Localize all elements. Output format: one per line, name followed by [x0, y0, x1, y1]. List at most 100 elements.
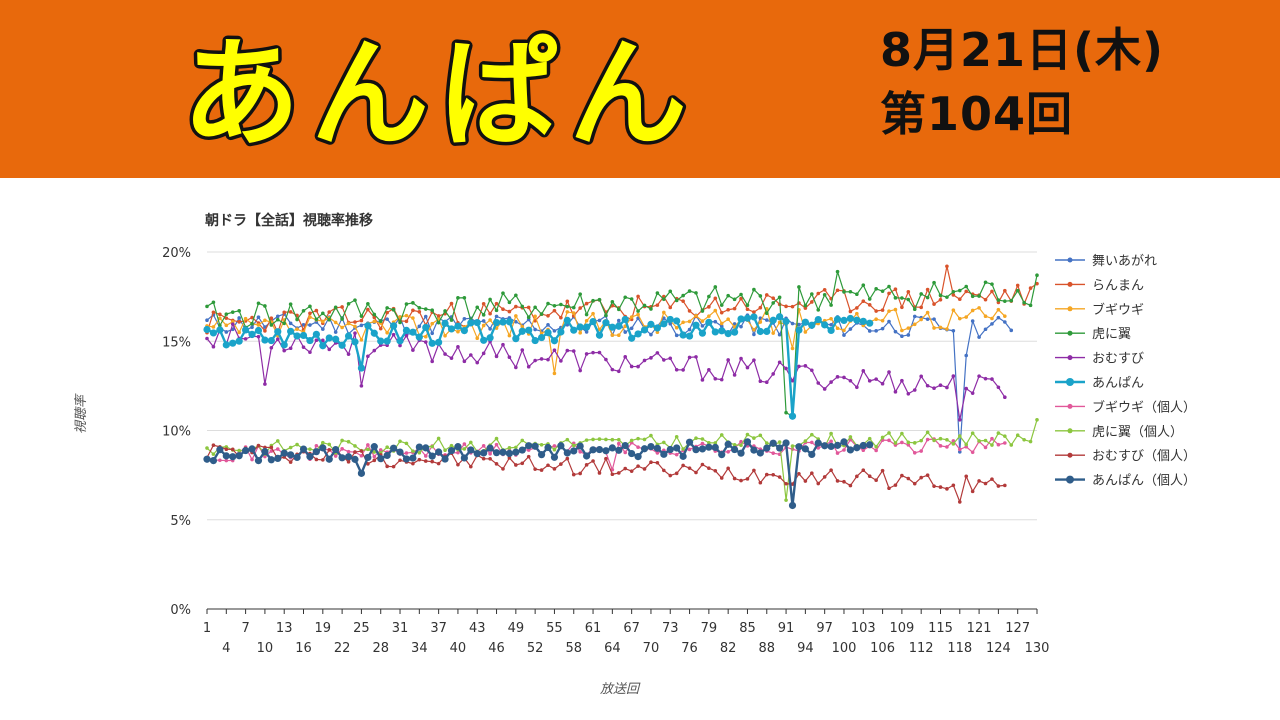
- data-point: [319, 444, 327, 452]
- data-point: [288, 302, 293, 306]
- x-tick-label: 52: [527, 641, 544, 656]
- data-point: [938, 383, 943, 388]
- data-point: [552, 308, 557, 313]
- episode-number: 第104回: [880, 87, 1074, 141]
- x-tick-label: 49: [508, 621, 525, 636]
- data-point: [803, 439, 808, 443]
- data-point: [616, 369, 621, 374]
- data-point: [945, 327, 949, 331]
- data-point: [919, 438, 923, 443]
- data-point: [595, 331, 604, 339]
- data-point: [481, 351, 486, 356]
- data-point: [996, 298, 1001, 302]
- y-tick-label: 10%: [162, 425, 191, 440]
- data-point: [726, 449, 730, 454]
- data-point: [552, 329, 557, 333]
- data-point: [597, 297, 602, 302]
- data-point: [250, 321, 254, 326]
- data-point: [764, 441, 769, 445]
- data-point: [621, 315, 629, 324]
- data-point: [402, 326, 411, 335]
- data-point: [713, 308, 718, 313]
- data-point: [449, 301, 454, 306]
- data-point: [475, 305, 480, 310]
- x-tick-label: 124: [986, 641, 1011, 656]
- data-point: [338, 341, 346, 349]
- legend-marker: [1066, 378, 1074, 386]
- data-point: [229, 453, 237, 461]
- data-point: [957, 500, 962, 504]
- data-point: [456, 296, 460, 300]
- data-point: [655, 351, 660, 355]
- data-point: [321, 338, 325, 343]
- data-point: [782, 439, 790, 447]
- data-point: [417, 457, 422, 462]
- data-point: [353, 320, 357, 324]
- data-point: [662, 316, 666, 320]
- data-point: [539, 312, 544, 316]
- data-point: [441, 455, 449, 463]
- data-point: [351, 338, 359, 346]
- x-tick-label: 97: [816, 621, 833, 636]
- data-point: [398, 458, 402, 463]
- data-point: [377, 337, 385, 345]
- data-point: [443, 333, 447, 338]
- data-point: [938, 297, 943, 302]
- data-point: [752, 436, 756, 440]
- data-point: [327, 317, 332, 322]
- data-point: [977, 439, 981, 443]
- data-point: [557, 442, 565, 450]
- data-point: [726, 317, 730, 321]
- data-point: [533, 327, 537, 332]
- data-point: [468, 440, 473, 445]
- data-point: [957, 450, 962, 454]
- data-point: [578, 450, 582, 454]
- data-point: [366, 447, 370, 452]
- data-point: [679, 331, 687, 339]
- data-point: [653, 324, 661, 332]
- data-point: [546, 463, 550, 468]
- data-point: [855, 292, 859, 297]
- data-point: [494, 442, 499, 447]
- data-point: [906, 326, 911, 330]
- data-point: [288, 445, 293, 450]
- data-point: [752, 327, 756, 332]
- data-point: [977, 306, 981, 310]
- show-logo: あんぱん: [179, 22, 691, 167]
- data-point: [990, 443, 994, 447]
- data-point: [810, 440, 814, 445]
- data-point: [462, 442, 467, 446]
- data-point: [610, 300, 615, 304]
- data-point: [880, 308, 885, 312]
- data-point: [763, 444, 771, 452]
- data-point: [705, 318, 713, 326]
- data-point: [398, 439, 402, 444]
- data-point: [507, 456, 512, 460]
- data-point: [224, 330, 229, 334]
- data-point: [629, 364, 634, 369]
- data-point: [280, 449, 288, 457]
- x-tick-label: 76: [681, 641, 698, 656]
- data-point: [248, 330, 256, 339]
- data-point: [550, 453, 559, 461]
- data-point: [970, 294, 975, 299]
- legend-marker: [1067, 281, 1073, 287]
- data-point: [810, 292, 814, 296]
- data-point: [372, 450, 377, 454]
- data-point: [428, 452, 436, 460]
- data-point: [628, 449, 636, 458]
- data-point: [229, 339, 237, 347]
- data-point: [385, 445, 389, 449]
- data-point: [977, 294, 981, 298]
- data-point: [822, 292, 827, 297]
- data-point: [211, 310, 216, 315]
- data-point: [990, 282, 994, 286]
- x-tick-label: 19: [315, 621, 332, 636]
- data-point: [925, 317, 930, 321]
- legend-marker: [1067, 257, 1073, 263]
- data-point: [544, 329, 552, 337]
- data-point: [848, 435, 853, 439]
- data-point: [867, 303, 872, 307]
- data-point: [776, 444, 784, 452]
- x-tick-label: 88: [758, 641, 775, 656]
